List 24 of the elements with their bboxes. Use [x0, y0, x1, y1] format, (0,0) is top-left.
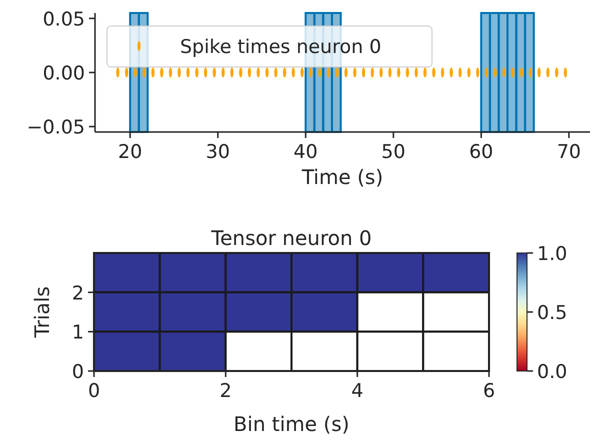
legend-label: Spike times neuron 0 [180, 36, 382, 58]
x-tick-label: 30 [206, 141, 230, 163]
x-tick-label: 60 [469, 141, 494, 163]
color-bar-label: 0.0 [537, 361, 568, 383]
y-tick-label: 2 [72, 282, 84, 304]
x-tick-label: 40 [294, 141, 318, 163]
x-axis-title: Bin time (s) [234, 412, 350, 436]
color-bar-label: 1.0 [537, 243, 568, 265]
y-tick-label: 0.05 [42, 8, 85, 30]
y-tick-label: −0.05 [26, 116, 85, 139]
x-tick-label: 0 [88, 380, 100, 402]
y-tick-label: 1 [72, 322, 84, 344]
x-tick-label: 70 [556, 141, 582, 163]
x-tick-label: 6 [482, 380, 496, 402]
x-tick-label: 4 [351, 380, 364, 402]
color-bar-label: 0.5 [537, 302, 568, 324]
chart-title: Tensor neuron 0 [210, 226, 372, 250]
y-axis-title: Trials [30, 286, 54, 339]
x-axis-title: Time (s) [300, 165, 384, 189]
x-tick-label: 2 [220, 380, 232, 402]
y-tick-label: 0.00 [42, 62, 85, 84]
x-tick-label: 20 [118, 141, 142, 163]
x-tick-label: 50 [381, 141, 406, 163]
y-tick-label: 0 [72, 361, 84, 383]
